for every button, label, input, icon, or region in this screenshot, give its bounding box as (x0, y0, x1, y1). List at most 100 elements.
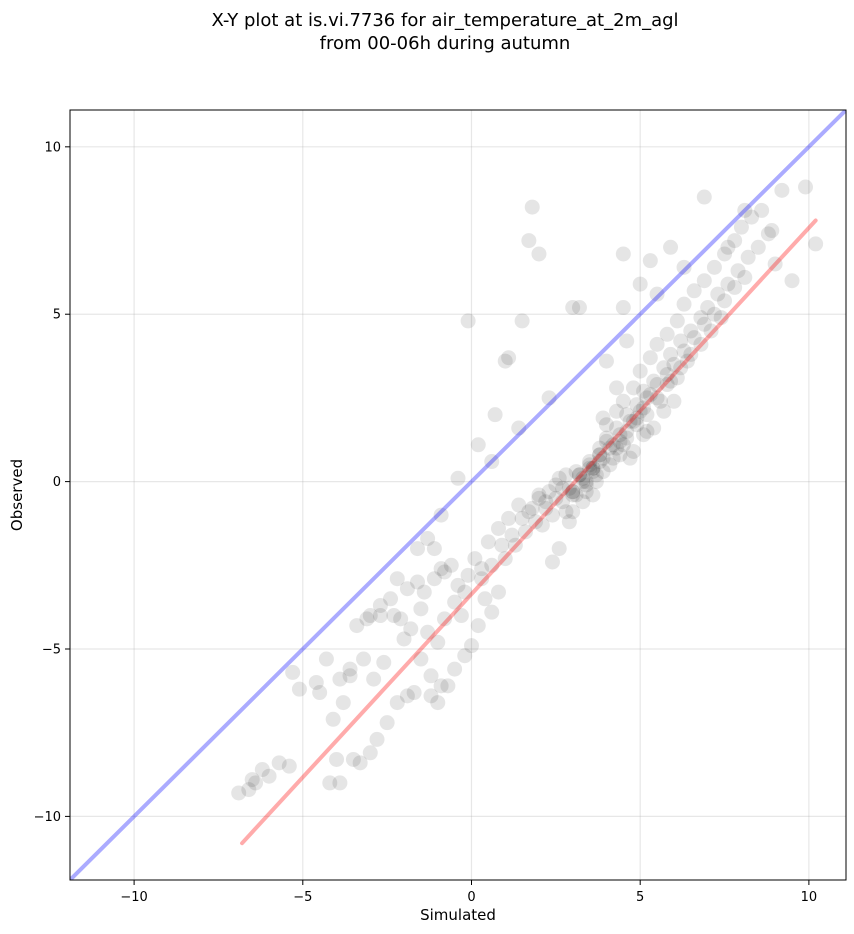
data-point (636, 400, 652, 416)
data-point (588, 467, 604, 483)
data-point (696, 189, 712, 205)
data-point (625, 413, 641, 429)
data-point (686, 330, 702, 346)
data-point (588, 474, 604, 490)
data-point (342, 661, 358, 677)
data-point (595, 450, 611, 466)
data-point (663, 346, 679, 362)
data-point (720, 239, 736, 255)
data-point (534, 517, 550, 533)
y-axis: −10 −5 0 5 10 (34, 140, 70, 825)
data-point (673, 333, 689, 349)
data-point (531, 246, 547, 262)
data-point (416, 584, 432, 600)
data-point (497, 353, 513, 369)
data-point (474, 561, 490, 577)
data-point (693, 336, 709, 352)
data-point (345, 751, 361, 767)
data-point (737, 269, 753, 285)
data-point (335, 695, 351, 711)
data-point (571, 467, 587, 483)
data-point (733, 219, 749, 235)
data-point (565, 504, 581, 520)
data-points (231, 179, 824, 801)
data-point (686, 283, 702, 299)
data-point (477, 591, 493, 607)
data-point (490, 520, 506, 536)
x-tick-label: 10 (801, 890, 818, 905)
data-point (706, 259, 722, 275)
data-point (406, 685, 422, 701)
data-point (426, 571, 442, 587)
data-point (629, 397, 645, 413)
data-point (619, 430, 635, 446)
data-point (254, 762, 270, 778)
data-point (271, 755, 287, 771)
data-point (683, 323, 699, 339)
data-point (754, 202, 770, 218)
data-point (528, 514, 544, 530)
data-point (514, 510, 530, 526)
data-point (460, 313, 476, 329)
data-point (430, 695, 446, 711)
data-point (673, 360, 689, 376)
data-point (480, 534, 496, 550)
data-point (440, 678, 456, 694)
data-point (460, 567, 476, 583)
data-point (291, 681, 307, 697)
data-point (625, 443, 641, 459)
data-point (585, 460, 601, 476)
data-point (609, 403, 625, 419)
data-point (413, 651, 429, 667)
x-axis: −10 −5 0 5 10 (120, 880, 817, 905)
chart-subtitle: from 00-06h during autumn (320, 33, 571, 54)
data-point (666, 393, 682, 409)
data-point (636, 427, 652, 443)
data-point (484, 557, 500, 573)
data-point (767, 256, 783, 272)
data-point (561, 480, 577, 496)
data-point (470, 437, 486, 453)
data-point (541, 484, 557, 500)
data-point (386, 608, 402, 624)
data-point (517, 524, 533, 540)
data-point (325, 711, 341, 727)
data-point (622, 450, 638, 466)
data-point (578, 484, 594, 500)
data-point (615, 300, 631, 316)
data-point (656, 403, 672, 419)
data-point (376, 654, 392, 670)
data-point (619, 407, 635, 423)
data-point (666, 356, 682, 372)
y-axis-label: Observed (8, 459, 26, 531)
data-point (632, 363, 648, 379)
data-point (663, 239, 679, 255)
data-point (605, 437, 621, 453)
data-point (565, 300, 581, 316)
data-point (717, 246, 733, 262)
data-point (720, 276, 736, 292)
data-point (642, 350, 658, 366)
data-point (629, 417, 645, 433)
data-point (514, 313, 530, 329)
data-point (784, 273, 800, 289)
data-point (646, 373, 662, 389)
data-point (521, 233, 537, 249)
data-point (420, 624, 436, 640)
data-point (568, 464, 584, 480)
data-point (538, 500, 554, 516)
data-point (710, 286, 726, 302)
data-point (437, 564, 453, 580)
data-point (676, 296, 692, 312)
data-point (383, 591, 399, 607)
data-point (463, 638, 479, 654)
data-point (615, 437, 631, 453)
data-point (585, 460, 601, 476)
data-point (318, 651, 334, 667)
data-point (507, 537, 523, 553)
data-point (598, 417, 614, 433)
data-point (544, 554, 560, 570)
data-point (592, 454, 608, 470)
data-point (494, 537, 510, 553)
data-point (629, 410, 645, 426)
